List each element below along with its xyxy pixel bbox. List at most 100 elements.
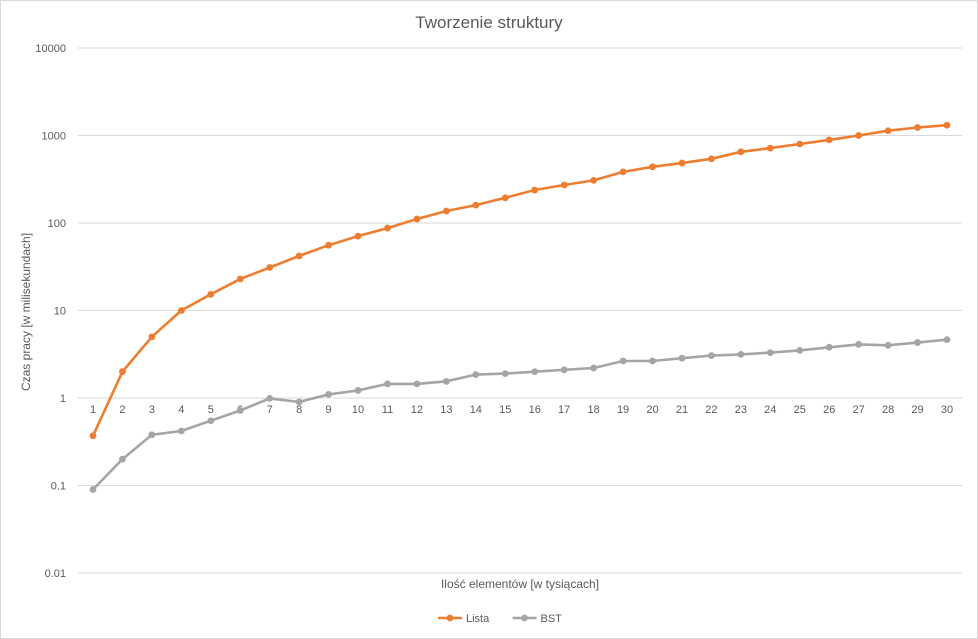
x-tick-label: 24	[764, 404, 776, 416]
data-point	[855, 132, 863, 139]
data-point	[442, 207, 450, 215]
data-point	[914, 124, 921, 131]
x-tick-label: 25	[794, 404, 806, 416]
data-point	[943, 336, 951, 343]
data-point	[766, 144, 774, 152]
chart-title: Tworzenie struktury	[415, 13, 563, 32]
x-tick-label: 21	[676, 404, 688, 416]
x-tick-label: 13	[440, 404, 452, 416]
data-point	[236, 407, 244, 414]
legend-swatch-marker	[446, 614, 454, 622]
data-point	[354, 232, 362, 240]
legend: Lista BST	[438, 613, 562, 625]
series-layer	[89, 121, 951, 493]
x-tick-label: 16	[529, 404, 541, 416]
legend-swatch-marker	[521, 614, 528, 622]
legend-label: Lista	[466, 613, 490, 625]
data-point	[413, 380, 421, 388]
x-tick-label: 29	[911, 404, 923, 416]
data-point	[708, 155, 715, 163]
data-point	[236, 275, 244, 283]
data-point	[737, 350, 745, 358]
data-point	[472, 371, 480, 379]
data-point	[354, 387, 362, 394]
x-tick-label: 10	[352, 404, 364, 416]
data-point	[177, 307, 185, 314]
x-tick-label: 30	[941, 404, 953, 416]
x-tick-label: 17	[558, 404, 570, 416]
data-point	[619, 168, 627, 176]
x-tick-label: 18	[587, 404, 599, 416]
data-point	[442, 377, 450, 385]
x-tick-label: 23	[735, 404, 747, 416]
data-point	[148, 333, 156, 341]
x-tick-label: 14	[470, 404, 482, 416]
y-tick-label: 10000	[35, 43, 66, 55]
data-point	[472, 201, 480, 209]
data-point	[708, 352, 715, 360]
data-point	[207, 417, 215, 425]
data-point	[531, 368, 539, 376]
data-point	[266, 264, 274, 271]
data-point	[560, 366, 568, 374]
data-point	[796, 140, 804, 148]
legend-item-bst: BST	[512, 613, 563, 625]
data-point	[619, 357, 627, 365]
x-tick-label: 11	[382, 404, 393, 416]
x-axis-ticks: 1234567891011121314151617181920212223242…	[90, 404, 953, 416]
x-tick-label: 4	[178, 404, 184, 416]
data-point	[884, 127, 892, 135]
data-point	[531, 186, 539, 194]
x-tick-label: 12	[411, 404, 423, 416]
y-tick-label: 0.01	[45, 568, 66, 580]
x-tick-label: 27	[853, 404, 865, 416]
x-tick-label: 2	[119, 404, 125, 416]
data-point	[737, 148, 745, 156]
data-point	[678, 354, 686, 362]
data-point	[560, 181, 568, 189]
y-axis-title: Czas pracy [w milisekundach]	[19, 233, 33, 391]
series-bst	[89, 336, 951, 493]
data-point	[590, 364, 598, 372]
data-point	[89, 486, 97, 493]
data-point	[119, 455, 126, 463]
data-point	[501, 370, 509, 378]
data-point	[325, 390, 332, 398]
gridlines	[78, 47, 962, 574]
x-tick-label: 28	[882, 404, 894, 416]
data-point	[590, 176, 598, 184]
data-point	[266, 394, 274, 402]
data-point	[501, 194, 509, 202]
data-point	[796, 346, 804, 354]
y-tick-label: 10	[54, 306, 66, 318]
y-tick-label: 1	[60, 393, 66, 405]
x-tick-label: 9	[326, 404, 332, 416]
data-point	[384, 224, 391, 232]
series-line	[91, 123, 948, 437]
x-tick-label: 22	[705, 404, 717, 416]
data-point	[295, 252, 303, 260]
legend-label: BST	[541, 613, 563, 625]
y-tick-label: 1000	[42, 131, 66, 143]
x-tick-label: 26	[823, 404, 835, 416]
data-point	[649, 357, 656, 365]
legend-item-lista: Lista	[438, 613, 490, 625]
data-point	[207, 290, 215, 298]
data-point	[325, 241, 332, 249]
data-point	[177, 427, 185, 435]
x-tick-label: 19	[617, 404, 629, 416]
x-tick-label: 15	[499, 404, 511, 416]
series-line	[92, 338, 948, 491]
data-point	[766, 349, 774, 357]
y-tick-label: 0.1	[51, 481, 66, 493]
data-point	[148, 431, 156, 439]
data-point	[914, 339, 921, 346]
x-tick-label: 1	[90, 404, 96, 416]
data-point	[295, 398, 303, 406]
data-point	[943, 121, 951, 129]
data-point	[678, 159, 686, 167]
data-point	[649, 163, 656, 171]
x-tick-label: 3	[149, 404, 155, 416]
